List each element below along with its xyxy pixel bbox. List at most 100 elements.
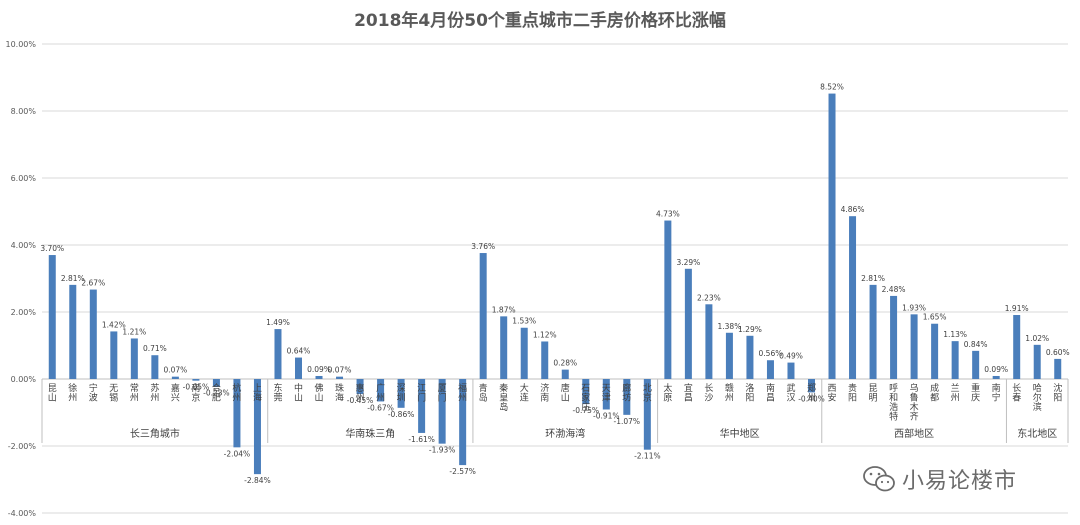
- category-label: 青岛: [479, 382, 488, 404]
- bar: [643, 379, 651, 450]
- data-label: 0.56%: [759, 349, 783, 358]
- data-label: -1.61%: [408, 435, 435, 444]
- bar: [336, 376, 344, 379]
- bar: [48, 255, 56, 379]
- category-label: 上海: [253, 383, 262, 404]
- region-groups: 长三角城市 华南珠三角 环渤海湾 华中地区 西部地区 东北地区: [41, 379, 1069, 443]
- category-label: 长春: [1012, 382, 1021, 404]
- category-label: 兰州: [951, 382, 960, 404]
- category-label: 合肥: [212, 382, 221, 404]
- bar: [1013, 315, 1021, 379]
- bar: [151, 355, 159, 379]
- category-label: 南宁: [992, 382, 1001, 404]
- y-tick-label: 0.00%: [11, 375, 37, 384]
- bar: [602, 379, 610, 410]
- bar: [520, 327, 528, 379]
- category-label: 深圳: [397, 383, 406, 404]
- data-label: 4.86%: [841, 205, 865, 214]
- category-label: 宁波: [89, 382, 98, 404]
- data-label: -1.93%: [429, 446, 456, 455]
- bar: [808, 379, 815, 393]
- watermark: 小易论楼市: [862, 462, 1017, 496]
- category-label: 武汉: [786, 382, 795, 404]
- bar: [766, 360, 774, 379]
- category-label: 嘉兴: [171, 382, 180, 404]
- category-label: 呼和浩特: [889, 383, 898, 423]
- category-label: 廊坊: [622, 382, 631, 404]
- y-tick-label: 6.00%: [11, 174, 37, 183]
- category-label: 天津: [602, 384, 611, 404]
- bar: [684, 268, 692, 379]
- bar: [951, 341, 959, 379]
- bar: [418, 379, 426, 433]
- data-label: 3.70%: [40, 244, 64, 253]
- data-label: 1.93%: [902, 303, 926, 312]
- category-label: 石家庄: [581, 384, 590, 413]
- bar: [253, 379, 261, 475]
- bar: [1054, 358, 1062, 379]
- y-tick-label: 4.00%: [11, 241, 37, 250]
- bar: [295, 357, 302, 379]
- category-label: 无锡: [109, 383, 118, 404]
- bar: [541, 341, 549, 379]
- category-label: 南京: [191, 382, 200, 404]
- data-label: 1.29%: [738, 325, 762, 334]
- y-tick-label: 2.00%: [11, 308, 37, 317]
- data-label: -0.45%: [347, 396, 374, 405]
- category-label: 赣州: [725, 382, 734, 404]
- category-label: 太原: [663, 382, 672, 404]
- category-label: 成都: [930, 382, 939, 404]
- data-label: 0.07%: [328, 366, 352, 375]
- bar: [356, 379, 364, 395]
- category-label: 乌鲁木齐: [910, 382, 919, 423]
- bar: [849, 216, 857, 379]
- data-label: 3.29%: [676, 258, 700, 267]
- category-label: 长沙: [704, 382, 713, 404]
- category-label: 昆明: [869, 383, 878, 404]
- bar: [274, 329, 282, 379]
- bar: [130, 338, 138, 379]
- bar: [910, 314, 918, 379]
- group-label: 西部地区: [894, 427, 934, 440]
- category-label: 苏州: [150, 382, 159, 404]
- group-label: 华中地区: [720, 427, 760, 440]
- bar: [931, 323, 939, 379]
- data-label: 0.09%: [984, 365, 1008, 374]
- category-label: 珠海: [335, 382, 344, 404]
- category-label: 福州: [458, 382, 467, 404]
- data-label: 2.67%: [81, 279, 105, 288]
- bar: [972, 350, 980, 379]
- bar: [582, 379, 590, 405]
- data-label: -0.75%: [573, 406, 600, 415]
- category-label: 洛阳: [745, 382, 754, 404]
- data-label: 1.12%: [533, 330, 557, 339]
- group-label: 长三角城市: [130, 427, 180, 440]
- data-label: -0.40%: [798, 394, 825, 403]
- data-label: 2.48%: [882, 285, 906, 294]
- bar: [233, 379, 241, 448]
- group-label: 东北地区: [1017, 427, 1057, 440]
- category-label: 唐山: [561, 382, 570, 404]
- category-label: 东莞: [273, 382, 282, 404]
- bar: [705, 304, 713, 379]
- data-label: 2.81%: [61, 274, 85, 283]
- data-label: -0.05%: [183, 383, 210, 392]
- data-label: -0.86%: [388, 410, 415, 419]
- data-label: 0.28%: [553, 359, 577, 368]
- category-label: 重庆: [971, 382, 980, 404]
- watermark-text: 小易论楼市: [902, 469, 1018, 494]
- bar: [623, 379, 631, 415]
- data-label: 0.64%: [287, 347, 311, 356]
- data-label: -0.23%: [203, 389, 230, 398]
- data-label: 2.81%: [861, 274, 885, 283]
- category-label: 中山: [294, 382, 303, 404]
- data-label: -2.04%: [224, 449, 251, 458]
- data-label: 1.38%: [718, 322, 742, 331]
- bar: [192, 379, 200, 381]
- data-label: 0.84%: [964, 340, 988, 349]
- category-label: 哈尔滨: [1033, 382, 1042, 413]
- category-label: 南昌: [766, 382, 775, 404]
- data-label: 0.07%: [163, 366, 187, 375]
